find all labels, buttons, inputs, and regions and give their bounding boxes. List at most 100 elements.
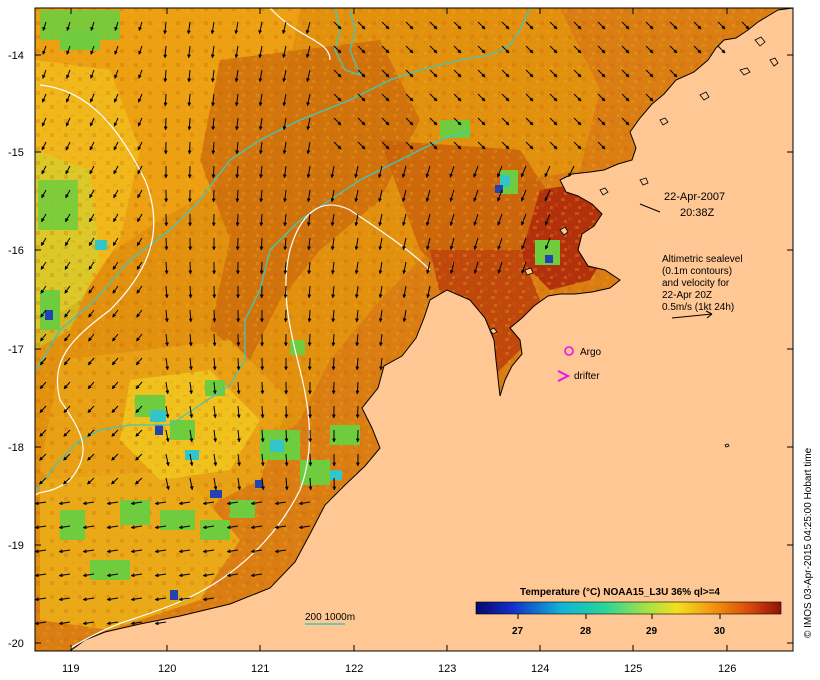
velocity-arrow-head (210, 54, 215, 59)
velocity-arrow-head (355, 366, 360, 371)
velocity-arrow-head (41, 98, 46, 103)
colorbar-tick-label: 28 (580, 626, 592, 637)
velocity-arrow-head (378, 342, 383, 347)
velocity-arrow-head (284, 486, 289, 491)
velocity-arrow-head (235, 174, 240, 179)
velocity-arrow-head (330, 246, 335, 251)
velocity-arrow-head (62, 480, 68, 485)
velocity-arrow-head (649, 97, 654, 102)
velocity-arrow-head (433, 145, 438, 150)
velocity-arrow-head (457, 121, 462, 126)
map-time: 20:38Z (680, 207, 715, 219)
velocity-arrow-head (355, 390, 360, 395)
velocity-arrow-head (235, 246, 240, 251)
velocity-arrow-head (331, 342, 336, 347)
velocity-arrow-head (212, 390, 217, 395)
isobath-label: 200 1000m (305, 612, 355, 623)
velocity-arrow-head (89, 170, 94, 175)
velocity-arrow-head (379, 366, 384, 371)
velocity-arrow-head (401, 173, 406, 179)
lat-tick-label: -16 (8, 245, 24, 257)
svg-text:Altimetric sealevel: Altimetric sealevel (662, 254, 743, 265)
velocity-arrow-head (337, 73, 342, 78)
velocity-arrow-head (625, 25, 630, 30)
velocity-arrow-head (308, 462, 313, 467)
velocity-arrow-head (553, 25, 558, 30)
sealevel-contours (35, 7, 431, 649)
svg-text:and velocity for: and velocity for (662, 278, 730, 289)
velocity-arrow-head (187, 102, 192, 107)
velocity-arrow-head (154, 549, 159, 554)
velocity-arrow-head (112, 313, 117, 318)
velocity-arrow-head (82, 501, 87, 506)
velocity-arrow-head (236, 318, 241, 323)
velocity-arrow-head (187, 174, 192, 179)
velocity-arrow-head (211, 174, 216, 179)
velocity-arrow-head (385, 97, 390, 102)
velocity-arrow-head (306, 198, 311, 203)
velocity-arrow-head (165, 390, 170, 395)
velocity-arrow-head (496, 173, 501, 178)
velocity-arrow-head (163, 30, 168, 35)
velocity-arrow-head (134, 480, 140, 485)
velocity-arrow-head (65, 98, 70, 103)
velocity-arrow-head (433, 97, 438, 102)
velocity-arrow-head (601, 97, 606, 102)
velocity-arrow-head (402, 245, 407, 251)
velocity-arrow-head (284, 438, 289, 443)
velocity-arrow-head (673, 73, 678, 78)
velocity-arrow-head (521, 221, 525, 226)
velocity-arrow-head (306, 150, 311, 155)
velocity-arrow-head (34, 525, 39, 530)
velocity-arrow-head (426, 294, 431, 299)
velocity-arrow-head (331, 318, 336, 323)
velocity-arrow-head (306, 126, 311, 131)
velocity-arrow-head (308, 438, 313, 443)
velocity-arrow-head (111, 408, 116, 414)
velocity-arrow-head (354, 198, 359, 203)
velocity-arrow-head (457, 25, 462, 30)
velocity-arrow-head (112, 265, 117, 270)
velocity-arrow-head (601, 145, 606, 150)
velocity-arrow-head (425, 221, 430, 227)
velocity-arrow-head (211, 150, 216, 155)
velocity-arrow-head (553, 49, 558, 54)
velocity-arrow-head (529, 73, 534, 78)
velocity-arrow-head (354, 246, 359, 251)
velocity-arrow-head (137, 217, 141, 223)
velocity-arrow-head (88, 265, 93, 270)
velocity-arrow-head (697, 49, 702, 54)
velocity-arrow-head (154, 621, 159, 626)
velocity-arrow-head (625, 97, 630, 102)
velocity-arrow-head (188, 246, 193, 251)
velocity-arrow-head (136, 241, 141, 247)
velocity-arrow-head (331, 294, 336, 299)
velocity-arrow-head (577, 73, 582, 78)
velocity-arrow-head (577, 97, 582, 102)
velocity-arrow-head (258, 102, 263, 107)
velocity-arrow-head (110, 480, 116, 485)
velocity-arrow-head (178, 501, 183, 506)
velocity-arrow-head (473, 245, 478, 250)
velocity-arrow-head (409, 49, 414, 54)
velocity-arrow-head (425, 245, 430, 251)
velocity-arrow-head (163, 54, 168, 59)
velocity-arrow-head (282, 174, 287, 179)
velocity-arrow-head (187, 54, 191, 59)
velocity-arrow-head (529, 97, 534, 102)
velocity-arrow-head (63, 456, 68, 461)
velocity-arrow-head (331, 390, 336, 395)
velocity-arrow-head (111, 384, 116, 390)
velocity-arrow-head (58, 549, 63, 554)
velocity-arrow-head (337, 121, 342, 126)
velocity-arrow-head (354, 222, 359, 227)
velocity-arrow-head (63, 384, 68, 390)
velocity-arrow-head (250, 501, 255, 506)
velocity-arrow-head (164, 318, 169, 323)
velocity-arrow-head (163, 102, 168, 107)
velocity-arrow-head (89, 193, 94, 199)
velocity-arrow-head (66, 26, 71, 32)
velocity-arrow-head (39, 432, 44, 437)
velocity-arrow-head (112, 289, 117, 294)
velocity-arrow-head (601, 25, 606, 30)
